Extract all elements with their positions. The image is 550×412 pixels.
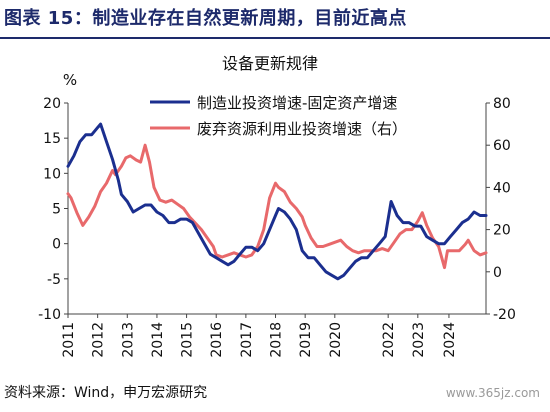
x-tick-label: 2012 [91, 322, 107, 358]
figure-title: 图表 15：制造业存在自然更新周期，目前近高点 [4, 8, 407, 29]
legend-label: 制造业投资增速-固定资产增速 [197, 94, 397, 112]
y-left-tick-label: 0 [52, 237, 61, 253]
y-right-tick-label: 60 [493, 138, 511, 154]
chart-area: 设备更新规律 % 20 15 10 5 0 -5 -10 80 60 40 20 0 -20 2011 20… [0, 40, 550, 374]
y-left-tick-label: -10 [38, 307, 61, 323]
x-tick-label: 2014 [150, 322, 166, 358]
y-right-tick-label: 40 [493, 180, 511, 196]
x-tick-label: 2015 [180, 322, 196, 358]
x-tick-label: 2023 [411, 322, 427, 358]
x-tick-label: 2017 [239, 322, 255, 358]
legend-label: 废弃资源利用业投资增速（右） [197, 120, 407, 138]
x-tick-label: 2016 [209, 322, 225, 358]
chart-title: 设备更新规律 [222, 54, 318, 73]
series-lines [66, 122, 488, 281]
x-tick-label: 2019 [298, 322, 314, 358]
series-line-right [66, 143, 488, 270]
y-left-tick-label: 20 [43, 96, 61, 112]
x-tick-label: 2013 [120, 322, 136, 358]
x-tick-label: 2024 [442, 322, 458, 358]
y-axis-unit: % [63, 71, 77, 89]
y-right-tick-label: -20 [493, 307, 516, 323]
x-tick-label: 2022 [381, 322, 397, 358]
source-note: 资料来源：Wind，申万宏源研究 [4, 385, 208, 401]
watermark: www.365jz.com [445, 386, 540, 400]
y-right-tick-label: 20 [493, 223, 511, 239]
figure-header: 图表 15：制造业存在自然更新周期，目前近高点 [0, 0, 550, 36]
y-left-tick-label: 15 [43, 131, 61, 147]
x-tick-label: 2018 [269, 322, 285, 358]
x-tick-label: 2011 [61, 322, 77, 358]
y-right-tick-label: 80 [493, 96, 511, 112]
y-left-tick-label: -5 [47, 272, 61, 288]
x-tick-label: 2020 [328, 322, 344, 358]
y-right-tick-label: 0 [493, 265, 502, 281]
series-line-left [66, 122, 488, 281]
y-left-tick-label: 10 [43, 166, 61, 182]
title-divider [0, 37, 550, 39]
y-left-tick-label: 5 [52, 202, 61, 218]
